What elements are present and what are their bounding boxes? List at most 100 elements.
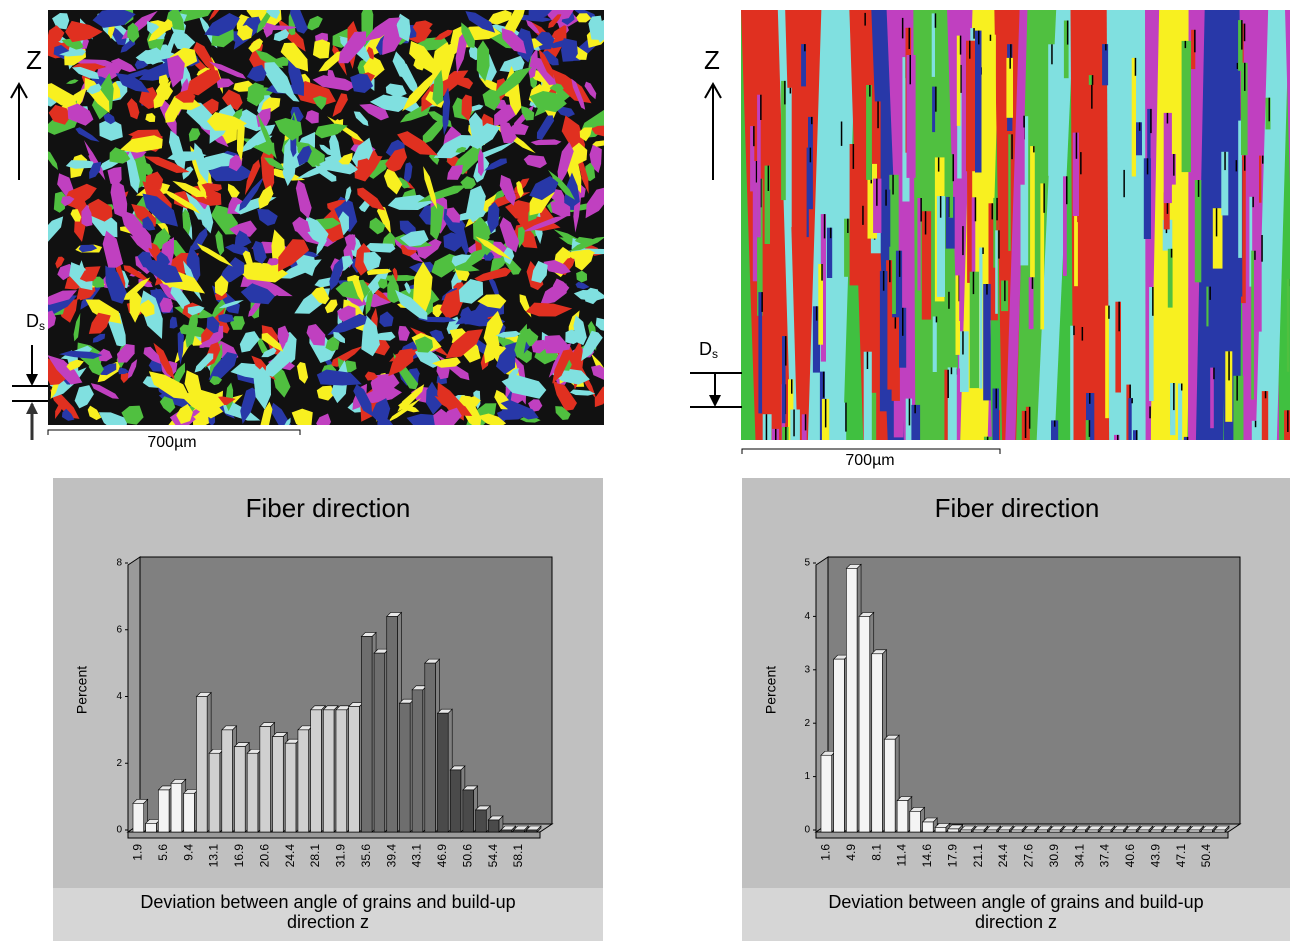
grain xyxy=(526,19,540,34)
grain xyxy=(432,357,461,368)
grain xyxy=(261,25,300,31)
grain xyxy=(842,402,847,440)
grain xyxy=(445,329,483,359)
boundary xyxy=(973,28,975,39)
grain xyxy=(571,78,586,110)
grain xyxy=(385,83,407,98)
boundary xyxy=(852,144,855,169)
grain xyxy=(786,87,792,228)
grain xyxy=(70,209,82,222)
grain xyxy=(395,289,428,320)
grain xyxy=(594,380,604,408)
grain xyxy=(837,121,842,227)
y-tick-label: 2 xyxy=(116,758,122,769)
grain xyxy=(552,349,572,384)
grain xyxy=(169,316,178,329)
grain xyxy=(757,94,761,238)
grain xyxy=(757,178,763,316)
grain xyxy=(187,305,205,316)
grain xyxy=(947,367,957,440)
grain xyxy=(353,111,369,127)
grain xyxy=(1149,287,1154,401)
grain xyxy=(861,12,868,83)
bar xyxy=(858,616,871,833)
grain xyxy=(248,38,264,53)
boundary xyxy=(1236,62,1239,69)
grain xyxy=(263,157,285,170)
grain xyxy=(306,323,326,346)
grain xyxy=(531,339,547,354)
grain xyxy=(1285,10,1290,186)
boundary xyxy=(804,414,807,431)
x-tick-label: 17.9 xyxy=(945,844,959,868)
grain xyxy=(1232,160,1243,297)
grain xyxy=(92,10,136,28)
grain xyxy=(1212,208,1223,269)
grain xyxy=(385,148,408,173)
boundary xyxy=(1194,29,1196,53)
grain xyxy=(1178,383,1183,440)
grain xyxy=(172,180,208,198)
boundary xyxy=(1010,44,1012,61)
bar xyxy=(1099,829,1112,833)
bar xyxy=(500,829,512,833)
grain xyxy=(48,310,56,330)
grain xyxy=(790,409,800,440)
grain xyxy=(889,174,899,314)
grain xyxy=(48,114,80,135)
grain xyxy=(240,283,275,305)
grain xyxy=(140,260,183,283)
grain xyxy=(78,290,95,301)
boundary xyxy=(908,398,911,426)
ebsd-map xyxy=(48,10,604,425)
boundary xyxy=(824,398,827,428)
boundary xyxy=(791,379,793,394)
bar xyxy=(1163,829,1175,833)
boundary xyxy=(1131,398,1133,404)
grain xyxy=(48,356,67,386)
grain xyxy=(1036,10,1075,440)
grain xyxy=(206,165,256,182)
grain xyxy=(397,131,438,156)
plot-left-wall xyxy=(127,556,141,833)
bar xyxy=(132,802,144,833)
grain xyxy=(278,239,310,272)
grain xyxy=(166,54,185,88)
grain xyxy=(1115,301,1121,393)
grain xyxy=(576,13,592,23)
grain xyxy=(386,94,421,113)
grain xyxy=(98,348,113,362)
boundary xyxy=(1004,280,1006,302)
boundary xyxy=(862,205,864,225)
boundary xyxy=(1215,208,1218,237)
grain xyxy=(1286,278,1290,372)
x-tick-label: 16.9 xyxy=(232,844,246,868)
grain xyxy=(1251,250,1254,400)
boundary xyxy=(1152,287,1154,316)
ebsd-map xyxy=(741,10,1290,440)
boundary xyxy=(1166,192,1169,214)
grain xyxy=(265,349,294,377)
grain xyxy=(433,29,453,40)
grain xyxy=(812,306,820,373)
boundary xyxy=(1170,248,1173,258)
boundary xyxy=(1244,62,1246,91)
y-tick-label: 5 xyxy=(804,558,810,569)
boundary xyxy=(1136,430,1138,440)
ds-arrowhead xyxy=(26,402,38,414)
grain xyxy=(185,308,198,348)
bar xyxy=(846,568,858,833)
x-tick-label: 47.1 xyxy=(1174,844,1188,868)
ds-arrowhead xyxy=(709,395,721,407)
grain xyxy=(315,165,337,182)
x-tick-label: 58.1 xyxy=(511,844,525,868)
grain xyxy=(196,243,233,267)
grain xyxy=(291,408,313,425)
grain xyxy=(468,112,484,150)
grain xyxy=(891,317,900,401)
y-tick-label: 2 xyxy=(804,718,810,729)
grain xyxy=(1077,152,1086,223)
z-arrowhead xyxy=(10,81,28,99)
grain xyxy=(261,347,277,358)
grain xyxy=(758,292,763,414)
